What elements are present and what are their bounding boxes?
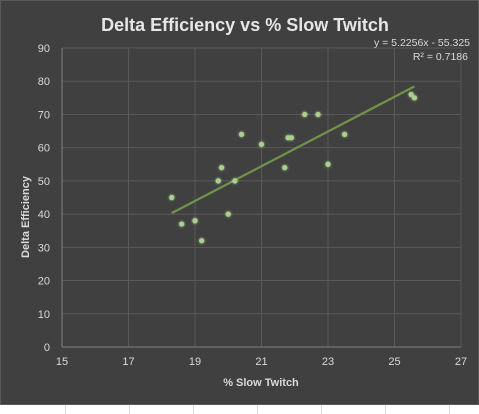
spreadsheet-column-divider [65,405,66,414]
y-tick-label: 90 [38,43,50,55]
gridlines [62,47,462,347]
y-tick-label: 50 [38,176,50,188]
spreadsheet-column-divider [385,405,386,414]
chart-title: Delta Efficiency vs % Slow Twitch [101,15,389,35]
spreadsheet-column-divider [257,405,258,414]
y-axis-title: Delta Efficiency [20,175,32,258]
spreadsheet-column-divider [129,405,130,414]
x-axis-title: % Slow Twitch [223,377,299,389]
y-tick-label: 40 [38,209,50,221]
x-tick-label: 19 [189,356,201,368]
data-point [411,95,418,101]
y-tick-label: 30 [38,242,50,254]
spreadsheet-column-divider [321,405,322,414]
x-tick-label: 23 [322,356,334,368]
trendline-r-squared: R² = 0.7186 [413,51,468,63]
data-points [169,91,418,244]
chart-text: Delta Efficiency vs % Slow Twitch % Slow… [20,15,470,389]
trendline-equation: y = 5.2256x - 55.325 [374,37,470,49]
data-point [288,135,295,141]
x-tick-label: 17 [122,356,134,368]
y-tick-label: 20 [38,276,50,288]
data-point [215,178,221,184]
x-tick-label: 21 [255,356,267,368]
data-point [282,165,288,171]
data-point [192,218,198,224]
y-tick-label: 60 [38,143,50,155]
y-tick-label: 80 [38,76,50,88]
spreadsheet-column-divider [193,405,194,414]
data-point [225,211,231,217]
data-point [342,131,348,137]
data-point [232,178,238,184]
y-tick-label: 70 [38,109,50,121]
scatter-chart: 0 10 20 30 40 50 60 70 80 90 15 17 19 21 23 25 27 Delta … [20,15,470,389]
spreadsheet-column-divider [449,405,450,414]
axes: 0 10 20 30 40 50 60 70 80 90 15 17 19 21 23 25 27 [38,43,467,368]
x-tick-label: 15 [56,356,68,368]
data-point [219,165,225,171]
x-tick-label: 27 [455,356,467,368]
data-point [302,111,308,118]
data-point [169,194,175,201]
y-tick-label: 10 [38,309,50,321]
data-point [315,111,321,118]
data-point [238,131,245,137]
trendline [171,85,415,215]
data-point [179,221,185,227]
spreadsheet-row-strip [0,405,479,414]
chart-area: 0 10 20 30 40 50 60 70 80 90 15 17 19 21 23 25 27 Delta … [0,0,479,405]
data-point [325,161,331,167]
data-point [258,141,265,147]
x-tick-label: 25 [388,356,400,368]
data-point [408,91,414,98]
trendline-layer [171,85,415,215]
y-tick-label: 0 [44,342,50,354]
data-point [199,238,205,244]
